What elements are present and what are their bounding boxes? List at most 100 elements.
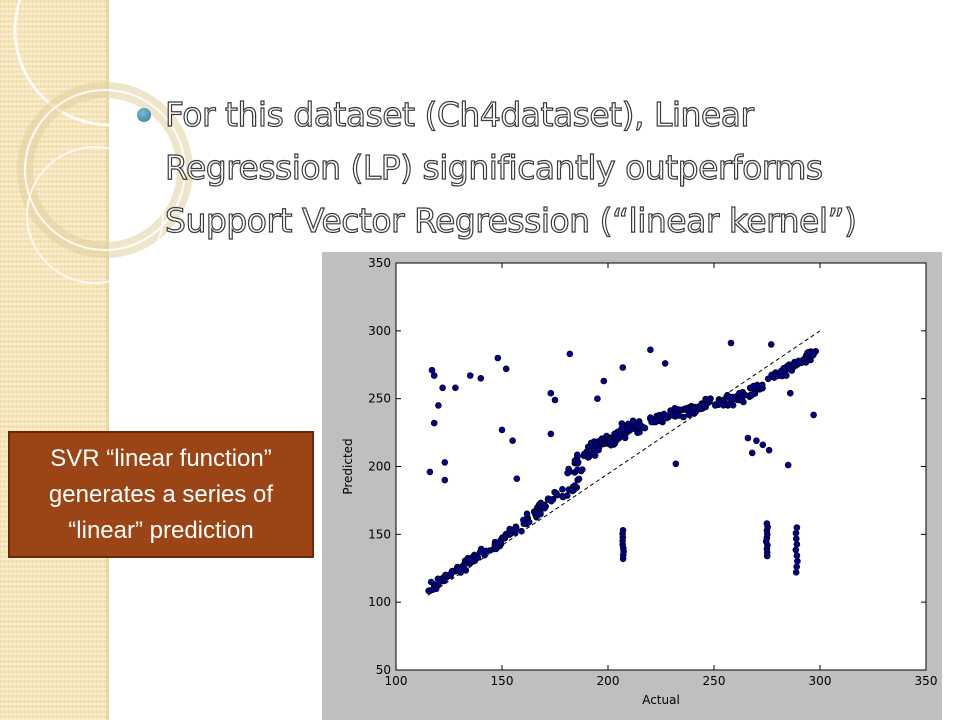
data-point — [715, 398, 723, 405]
bullet-dot — [137, 108, 151, 122]
y-tick-label: 250 — [368, 392, 391, 406]
data-point — [492, 545, 500, 553]
data-point — [810, 411, 817, 419]
data-point — [520, 516, 527, 524]
data-point — [600, 377, 608, 385]
data-point — [778, 367, 785, 375]
data-point — [467, 556, 474, 563]
y-tick-label: 50 — [376, 663, 391, 677]
data-point — [498, 426, 506, 434]
data-point — [447, 570, 454, 578]
data-point — [744, 434, 752, 442]
data-point — [794, 557, 801, 565]
data-point — [523, 510, 531, 518]
strip-edge — [106, 0, 109, 720]
data-point — [647, 414, 654, 421]
data-point — [669, 412, 677, 419]
callout-line: SVR “linear function” — [50, 444, 272, 472]
data-point — [551, 396, 559, 404]
data-point — [452, 384, 459, 392]
chart-panel: 100 150 200 250 300 350 50 100 150 200 250 300 350 A… — [322, 252, 942, 720]
x-tick-label: 100 — [385, 674, 408, 688]
data-point — [497, 536, 505, 544]
data-point — [430, 419, 438, 427]
callout-box: SVR “linear function” generates a series… — [8, 431, 314, 558]
y-tick-label: 150 — [368, 527, 391, 541]
data-point — [572, 456, 580, 464]
data-point — [661, 360, 669, 367]
data-point — [591, 446, 599, 453]
data-point — [427, 578, 435, 586]
data-point — [584, 454, 592, 461]
data-point — [672, 460, 680, 468]
data-point — [706, 395, 714, 403]
x-tick-label: 200 — [597, 674, 620, 688]
data-point — [793, 524, 801, 531]
data-point — [786, 389, 794, 397]
plot-area — [395, 262, 927, 671]
callout-line: generates a series of — [48, 480, 274, 508]
data-point — [547, 389, 555, 397]
y-tick-label: 200 — [368, 460, 391, 474]
data-point — [758, 381, 766, 389]
data-point — [513, 475, 521, 482]
data-point — [544, 495, 552, 502]
data-point — [641, 424, 649, 432]
data-point — [802, 359, 810, 366]
data-point — [558, 493, 566, 500]
data-point — [441, 577, 448, 585]
data-point — [810, 350, 818, 358]
data-point — [793, 552, 801, 559]
data-point — [566, 350, 574, 358]
data-point — [624, 426, 631, 434]
data-point — [574, 466, 581, 474]
data-point — [541, 504, 548, 512]
data-point — [795, 357, 802, 365]
data-point — [621, 434, 629, 442]
x-axis-label: Actual — [642, 693, 680, 707]
x-tick-label: 300 — [809, 674, 832, 688]
y-tick-label: 100 — [368, 595, 391, 609]
data-point — [441, 459, 449, 466]
data-point — [793, 540, 801, 548]
data-points — [425, 339, 820, 595]
decorative-circles — [13, 0, 207, 284]
data-point — [633, 422, 641, 429]
data-point — [509, 437, 516, 444]
data-point — [553, 490, 560, 497]
x-tick-label: 250 — [703, 674, 726, 688]
bullet-text: For this dataset (Ch4dataset), Linear Re… — [164, 94, 857, 240]
data-point — [606, 438, 614, 446]
data-point — [767, 341, 775, 348]
data-point — [428, 366, 436, 374]
data-point — [792, 568, 800, 576]
data-point — [494, 354, 502, 362]
data-point — [793, 563, 801, 571]
x-tick-label: 350 — [915, 674, 938, 688]
data-point — [430, 372, 438, 379]
data-point — [652, 417, 660, 425]
data-point — [564, 469, 571, 477]
data-point — [792, 529, 800, 537]
data-point — [729, 401, 737, 409]
data-point — [748, 449, 756, 457]
y-tick-label: 300 — [368, 324, 391, 338]
data-point — [663, 414, 670, 422]
data-point — [439, 384, 446, 392]
data-point — [512, 525, 519, 532]
data-point — [792, 546, 800, 554]
data-point — [575, 475, 583, 483]
data-point — [689, 404, 697, 412]
y-axis-label: Predicted — [341, 438, 355, 494]
data-point — [763, 520, 771, 527]
data-point — [547, 430, 555, 438]
data-point — [804, 349, 811, 357]
data-point — [466, 372, 474, 379]
data-point — [695, 404, 703, 412]
data-point — [594, 395, 601, 402]
data-point — [476, 548, 484, 556]
data-point — [518, 527, 525, 535]
data-point — [720, 402, 727, 409]
